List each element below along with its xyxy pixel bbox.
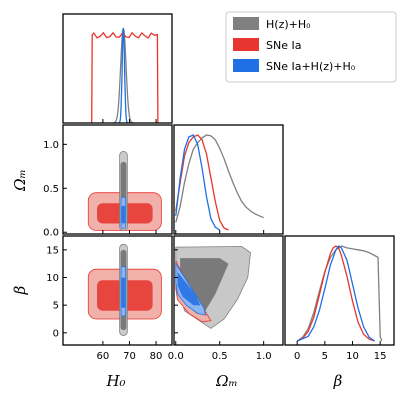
xtick-label-beta-1: 5	[322, 351, 328, 362]
ytick-label-beta-1: 5	[53, 301, 59, 312]
xtick-label-beta-2: 10	[346, 351, 359, 362]
frame-H0-Omega_m	[62, 124, 173, 235]
frame-beta-beta	[284, 235, 395, 346]
panel-h0-hist	[91, 27, 159, 123]
frame-H0-beta	[62, 235, 173, 346]
legend-label-hz-h0: H(z)+H₀	[266, 18, 311, 31]
xtick-label-H0-2: 80	[150, 351, 163, 362]
curve-beta-h-z-h	[296, 245, 383, 342]
curve-beta-sne-ia	[296, 245, 375, 342]
curve-h0-sne-ia-h-z-h	[118, 27, 129, 123]
legend-swatch-combined	[233, 59, 259, 72]
panel-omega-m-beta	[175, 246, 251, 329]
ytick-label-beta-0: 0	[53, 328, 59, 339]
frame-Omega_m-beta	[173, 235, 284, 346]
curve-omega-m-h-z-h	[175, 134, 264, 223]
xtick-label-Omega_m-1: 0.5	[212, 351, 228, 362]
legend-frame	[225, 11, 397, 83]
curve-omega-m-sne-ia	[175, 134, 229, 231]
curve-beta-sne-ia-h-z-h	[296, 245, 375, 342]
frame-H0-H0	[62, 13, 173, 124]
ytick-label-Omega_m-0: 0.0	[43, 228, 59, 239]
xtick-label-Omega_m-2: 1.0	[256, 351, 272, 362]
ylabel-omega-m: Ωₘ	[11, 169, 29, 192]
contour-inner-sne-ia-h-z-h	[121, 205, 126, 224]
xlabel-h0: H₀	[105, 372, 125, 390]
panel-beta-hist	[296, 245, 383, 342]
panel-h0-omega-m	[87, 150, 162, 231]
ytick-label-beta-2: 10	[46, 273, 59, 284]
ticks-layer: 60 70 80 0.0 0.5 1.0 0 5 10 15 0.0 0.5 1.0 0 5 10 15	[43, 119, 387, 362]
ylabel-beta: β	[11, 285, 29, 295]
xtick-label-H0-0: 60	[97, 351, 110, 362]
xtick-label-beta-3: 15	[374, 351, 387, 362]
xtick-label-beta-0: 0	[294, 351, 300, 362]
frame-Omega_m-Omega_m	[173, 124, 284, 235]
contour-inner-sne-ia-h-z-h	[177, 272, 201, 306]
legend: H(z)+H₀ SNe Ia SNe Ia+H(z)+H₀	[225, 11, 397, 83]
ytick-label-Omega_m-1: 0.5	[43, 184, 59, 195]
curve-omega-m-sne-ia-h-z-h	[175, 134, 221, 231]
ytick-label-Omega_m-2: 1.0	[43, 140, 59, 151]
panel-omega-m-hist	[175, 134, 264, 231]
contour-inner-sne-ia-h-z-h	[121, 277, 126, 308]
labels-layer: H₀ Ωₘ β Ωₘ β	[11, 169, 343, 390]
xtick-label-H0-1: 70	[123, 351, 136, 362]
legend-swatch-hz-h0	[233, 17, 259, 30]
legend-label-sne-ia: SNe Ia	[266, 39, 301, 52]
xtick-label-Omega_m-0: 0.0	[168, 351, 184, 362]
xlabel-omega-m: Ωₘ	[215, 372, 238, 390]
legend-swatch-sne-ia	[233, 38, 259, 51]
panel-h0-beta	[87, 243, 162, 336]
xlabel-beta: β	[333, 372, 343, 390]
legend-label-combined: SNe Ia+H(z)+H₀	[266, 60, 356, 73]
curve-h0-h-z-h	[112, 27, 135, 123]
ytick-label-beta-3: 15	[46, 245, 59, 256]
panels-layer	[62, 13, 395, 346]
